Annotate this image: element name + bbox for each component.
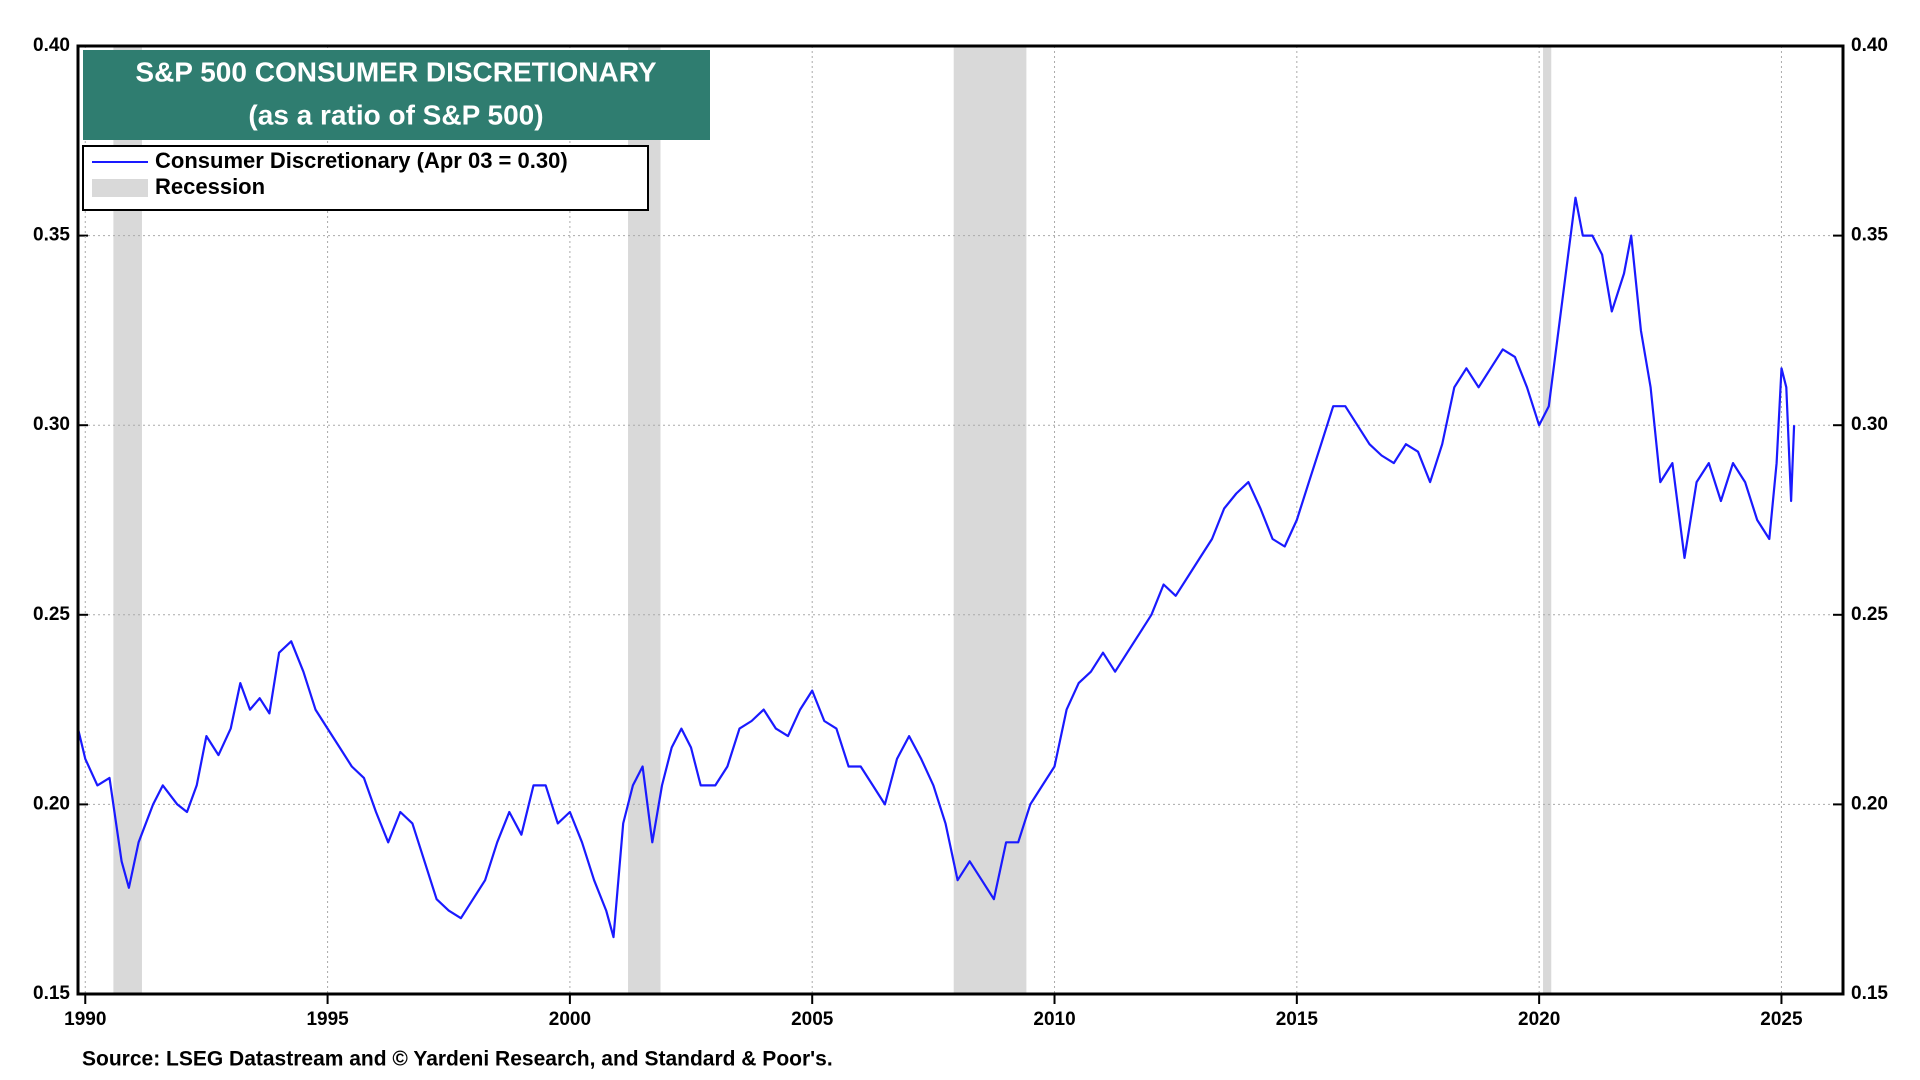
x-tick-label: 2005 <box>791 1009 834 1030</box>
y-tick-label: 0.20 <box>33 793 70 814</box>
y2-tick-label: 0.15 <box>1851 983 1888 1004</box>
y-tick-label: 0.30 <box>33 414 70 435</box>
x-tick-label: 2025 <box>1760 1009 1803 1030</box>
legend-box <box>82 145 649 211</box>
y2-tick-label: 0.30 <box>1851 414 1888 435</box>
chart-title: S&P 500 CONSUMER DISCRETIONARY <box>135 56 657 87</box>
recession-band <box>1543 46 1552 994</box>
y-tick-label: 0.15 <box>33 983 70 1004</box>
legend-label: Consumer Discretionary (Apr 03 = 0.30) <box>155 148 568 173</box>
x-tick-label: 2000 <box>549 1009 591 1030</box>
x-tick-label: 2010 <box>1033 1009 1075 1030</box>
y2-tick-label: 0.25 <box>1851 604 1888 625</box>
plot-frame <box>76 44 1845 996</box>
y2-tick-label: 0.20 <box>1851 793 1888 814</box>
x-tick-label: 1990 <box>64 1009 106 1030</box>
y2-tick-label: 0.40 <box>1851 35 1888 56</box>
legend-swatch <box>92 179 148 197</box>
y-tick-label: 0.25 <box>33 604 70 625</box>
series-line <box>76 196 1796 939</box>
chart-subtitle: (as a ratio of S&P 500) <box>248 99 543 130</box>
recession-band <box>953 46 1027 994</box>
legend-label: Recession <box>155 174 265 199</box>
x-tick-label: 2015 <box>1276 1009 1319 1030</box>
title-box <box>83 50 710 140</box>
x-tick-label: 1995 <box>306 1009 349 1030</box>
y2-tick-label: 0.35 <box>1851 225 1888 246</box>
x-tick-label: 2020 <box>1518 1009 1560 1030</box>
source-note: Source: LSEG Datastream and © Yardeni Re… <box>82 1048 833 1071</box>
y-tick-label: 0.35 <box>33 225 70 246</box>
y-tick-label: 0.40 <box>33 35 70 56</box>
